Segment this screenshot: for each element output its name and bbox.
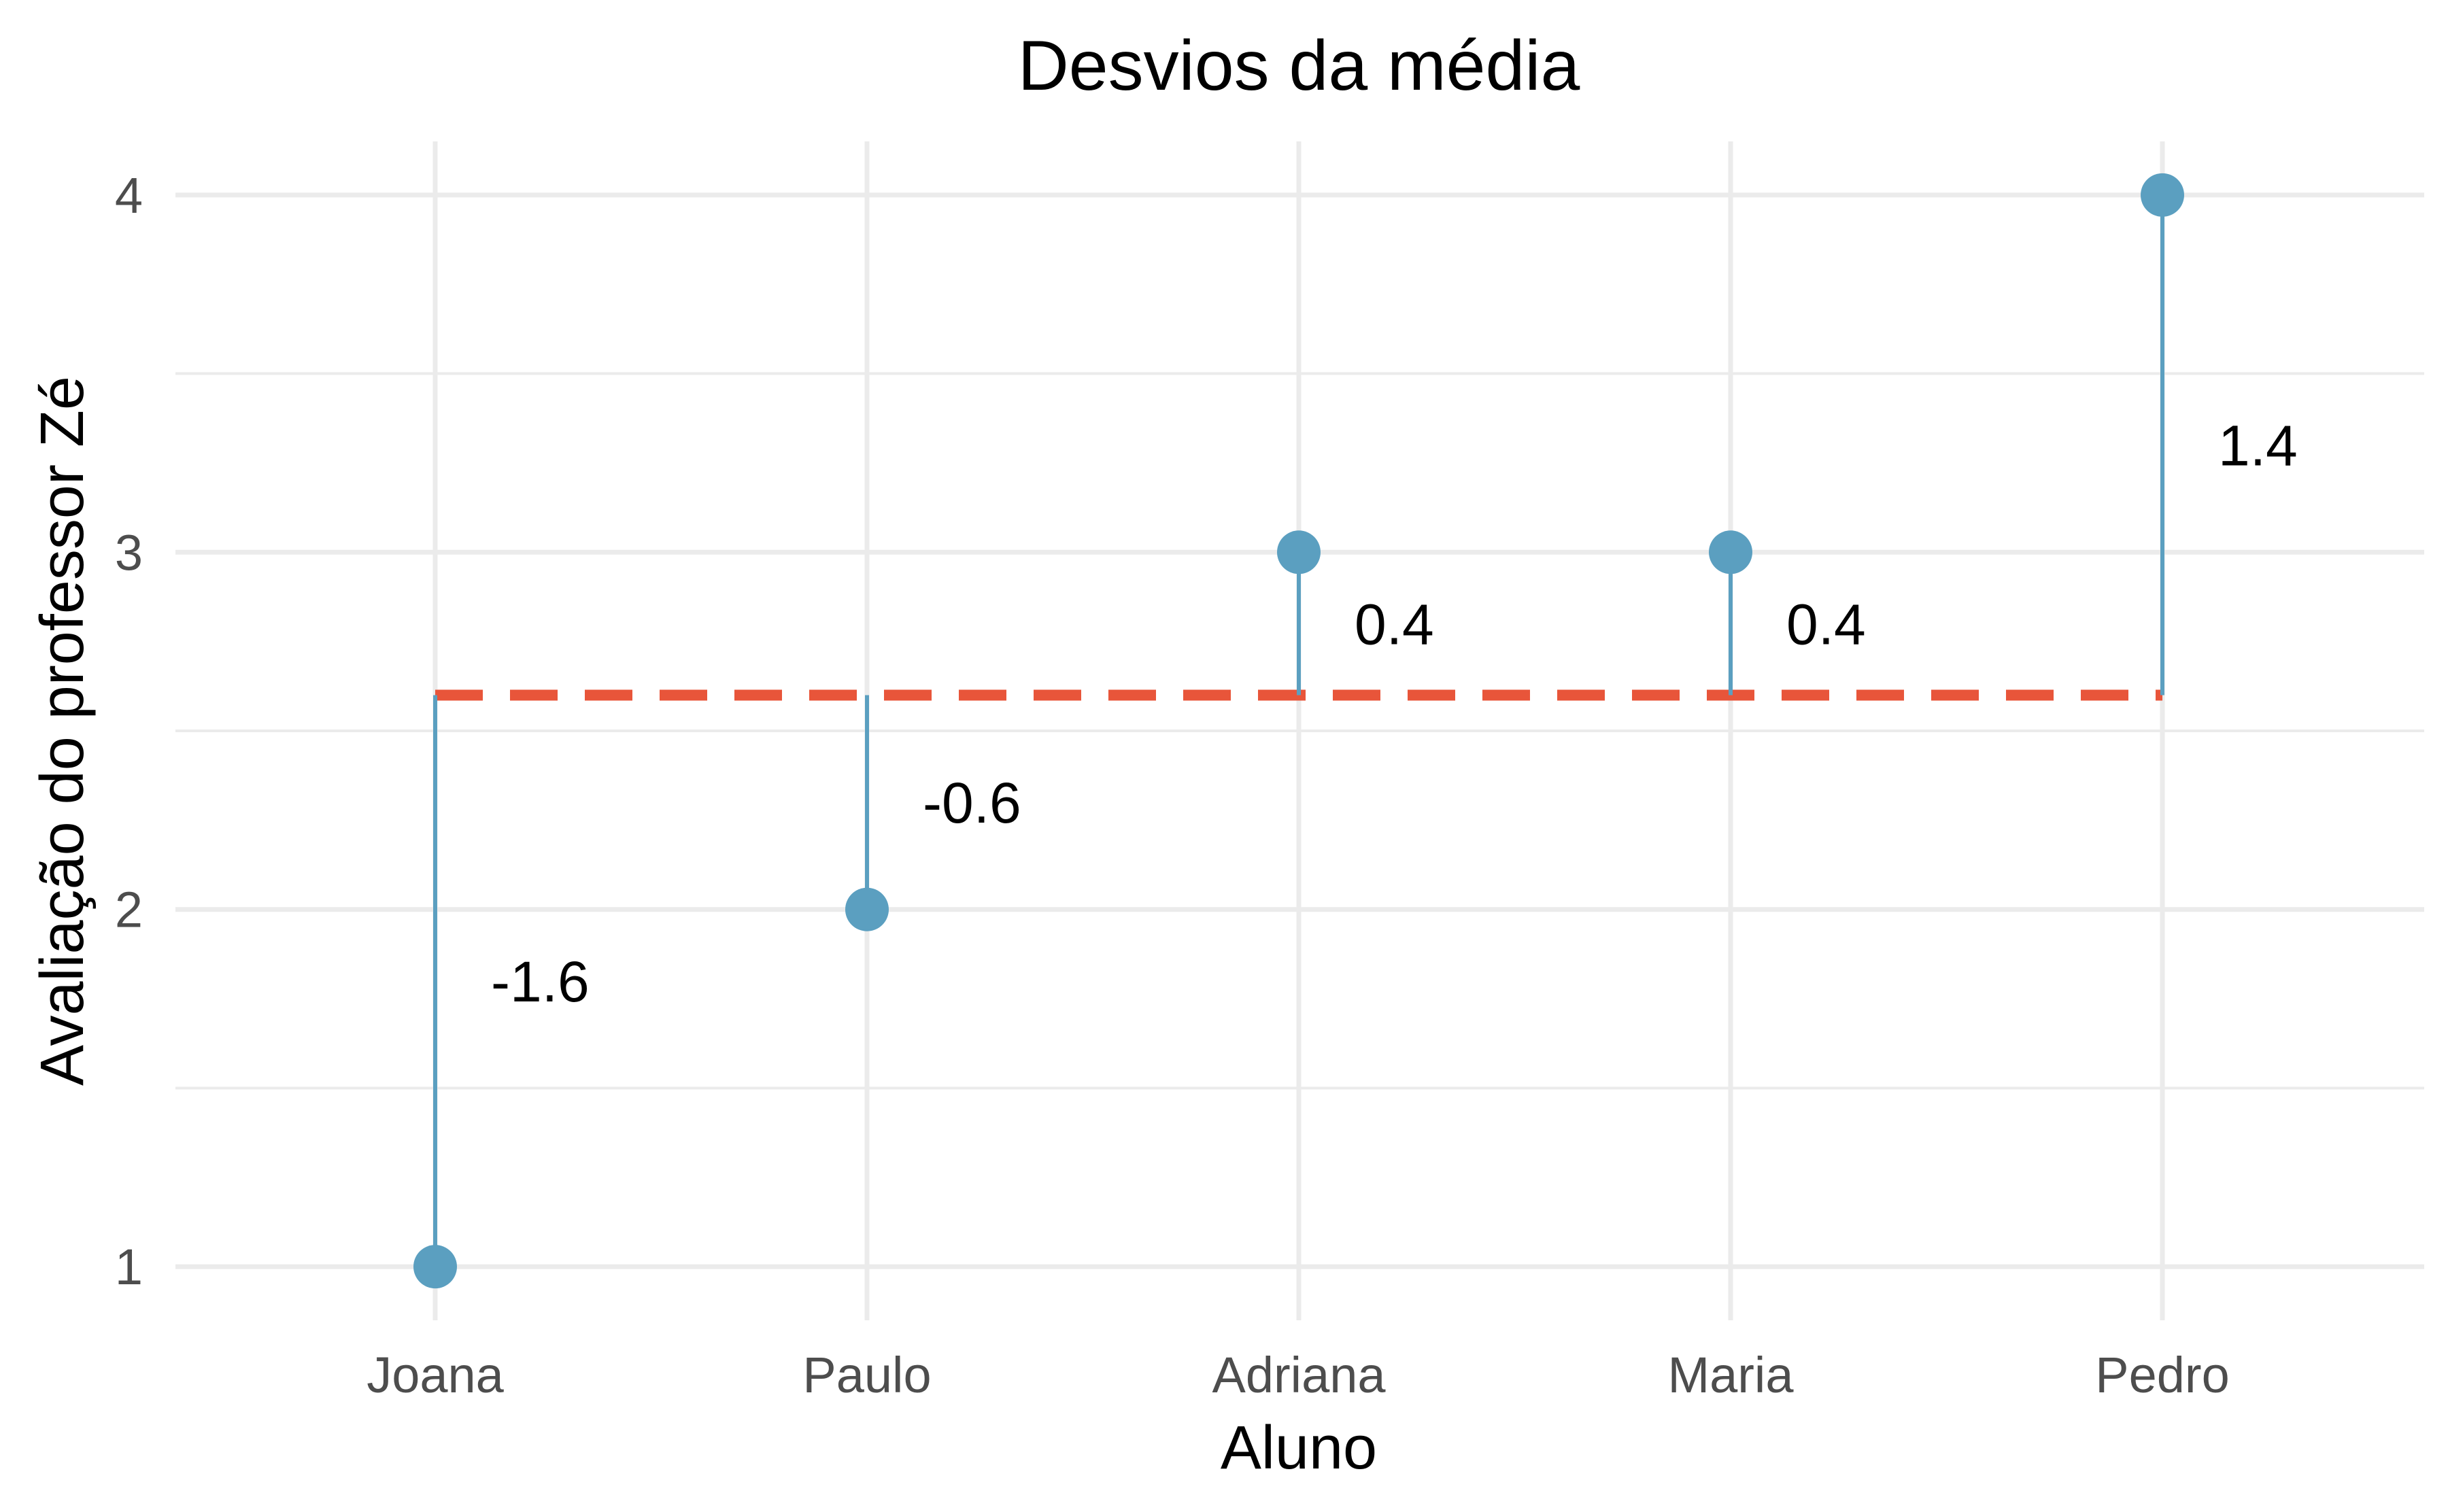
x-tick-label: Joana: [367, 1347, 504, 1403]
data-point: [845, 887, 889, 931]
grid: [175, 141, 2424, 1320]
deviation-label: 1.4: [2218, 414, 2298, 478]
deviation-label: -1.6: [491, 950, 590, 1014]
x-axis-title: Aluno: [1221, 1414, 1377, 1482]
deviation-label: -0.6: [923, 771, 1021, 835]
data-point: [2141, 173, 2184, 217]
x-tick-label: Paulo: [802, 1347, 931, 1403]
deviation-label: 0.4: [1355, 592, 1434, 656]
y-tick-label: 2: [115, 882, 143, 938]
data-point: [1277, 530, 1321, 574]
data-point: [413, 1245, 457, 1289]
labels: -1.6 -0.6 0.4 0.4 1.4: [491, 414, 2298, 1014]
x-tick-label: Adriana: [1212, 1347, 1386, 1403]
x-tick-label: Pedro: [2095, 1347, 2229, 1403]
chart-title: Desvios da média: [1018, 27, 1580, 105]
y-tick-label: 1: [115, 1239, 143, 1295]
y-tick-label: 4: [115, 167, 143, 224]
y-tick-label: 3: [115, 524, 143, 581]
deviation-label: 0.4: [1786, 592, 1866, 656]
data-point: [1709, 530, 1752, 574]
x-tick-label: Maria: [1667, 1347, 1794, 1403]
marks: [413, 173, 2184, 1289]
y-axis-title: Avaliação do professor Zé: [29, 376, 97, 1086]
ticks: 1 2 3 4 Joana Paulo Adriana Maria Pedro: [115, 167, 2230, 1403]
